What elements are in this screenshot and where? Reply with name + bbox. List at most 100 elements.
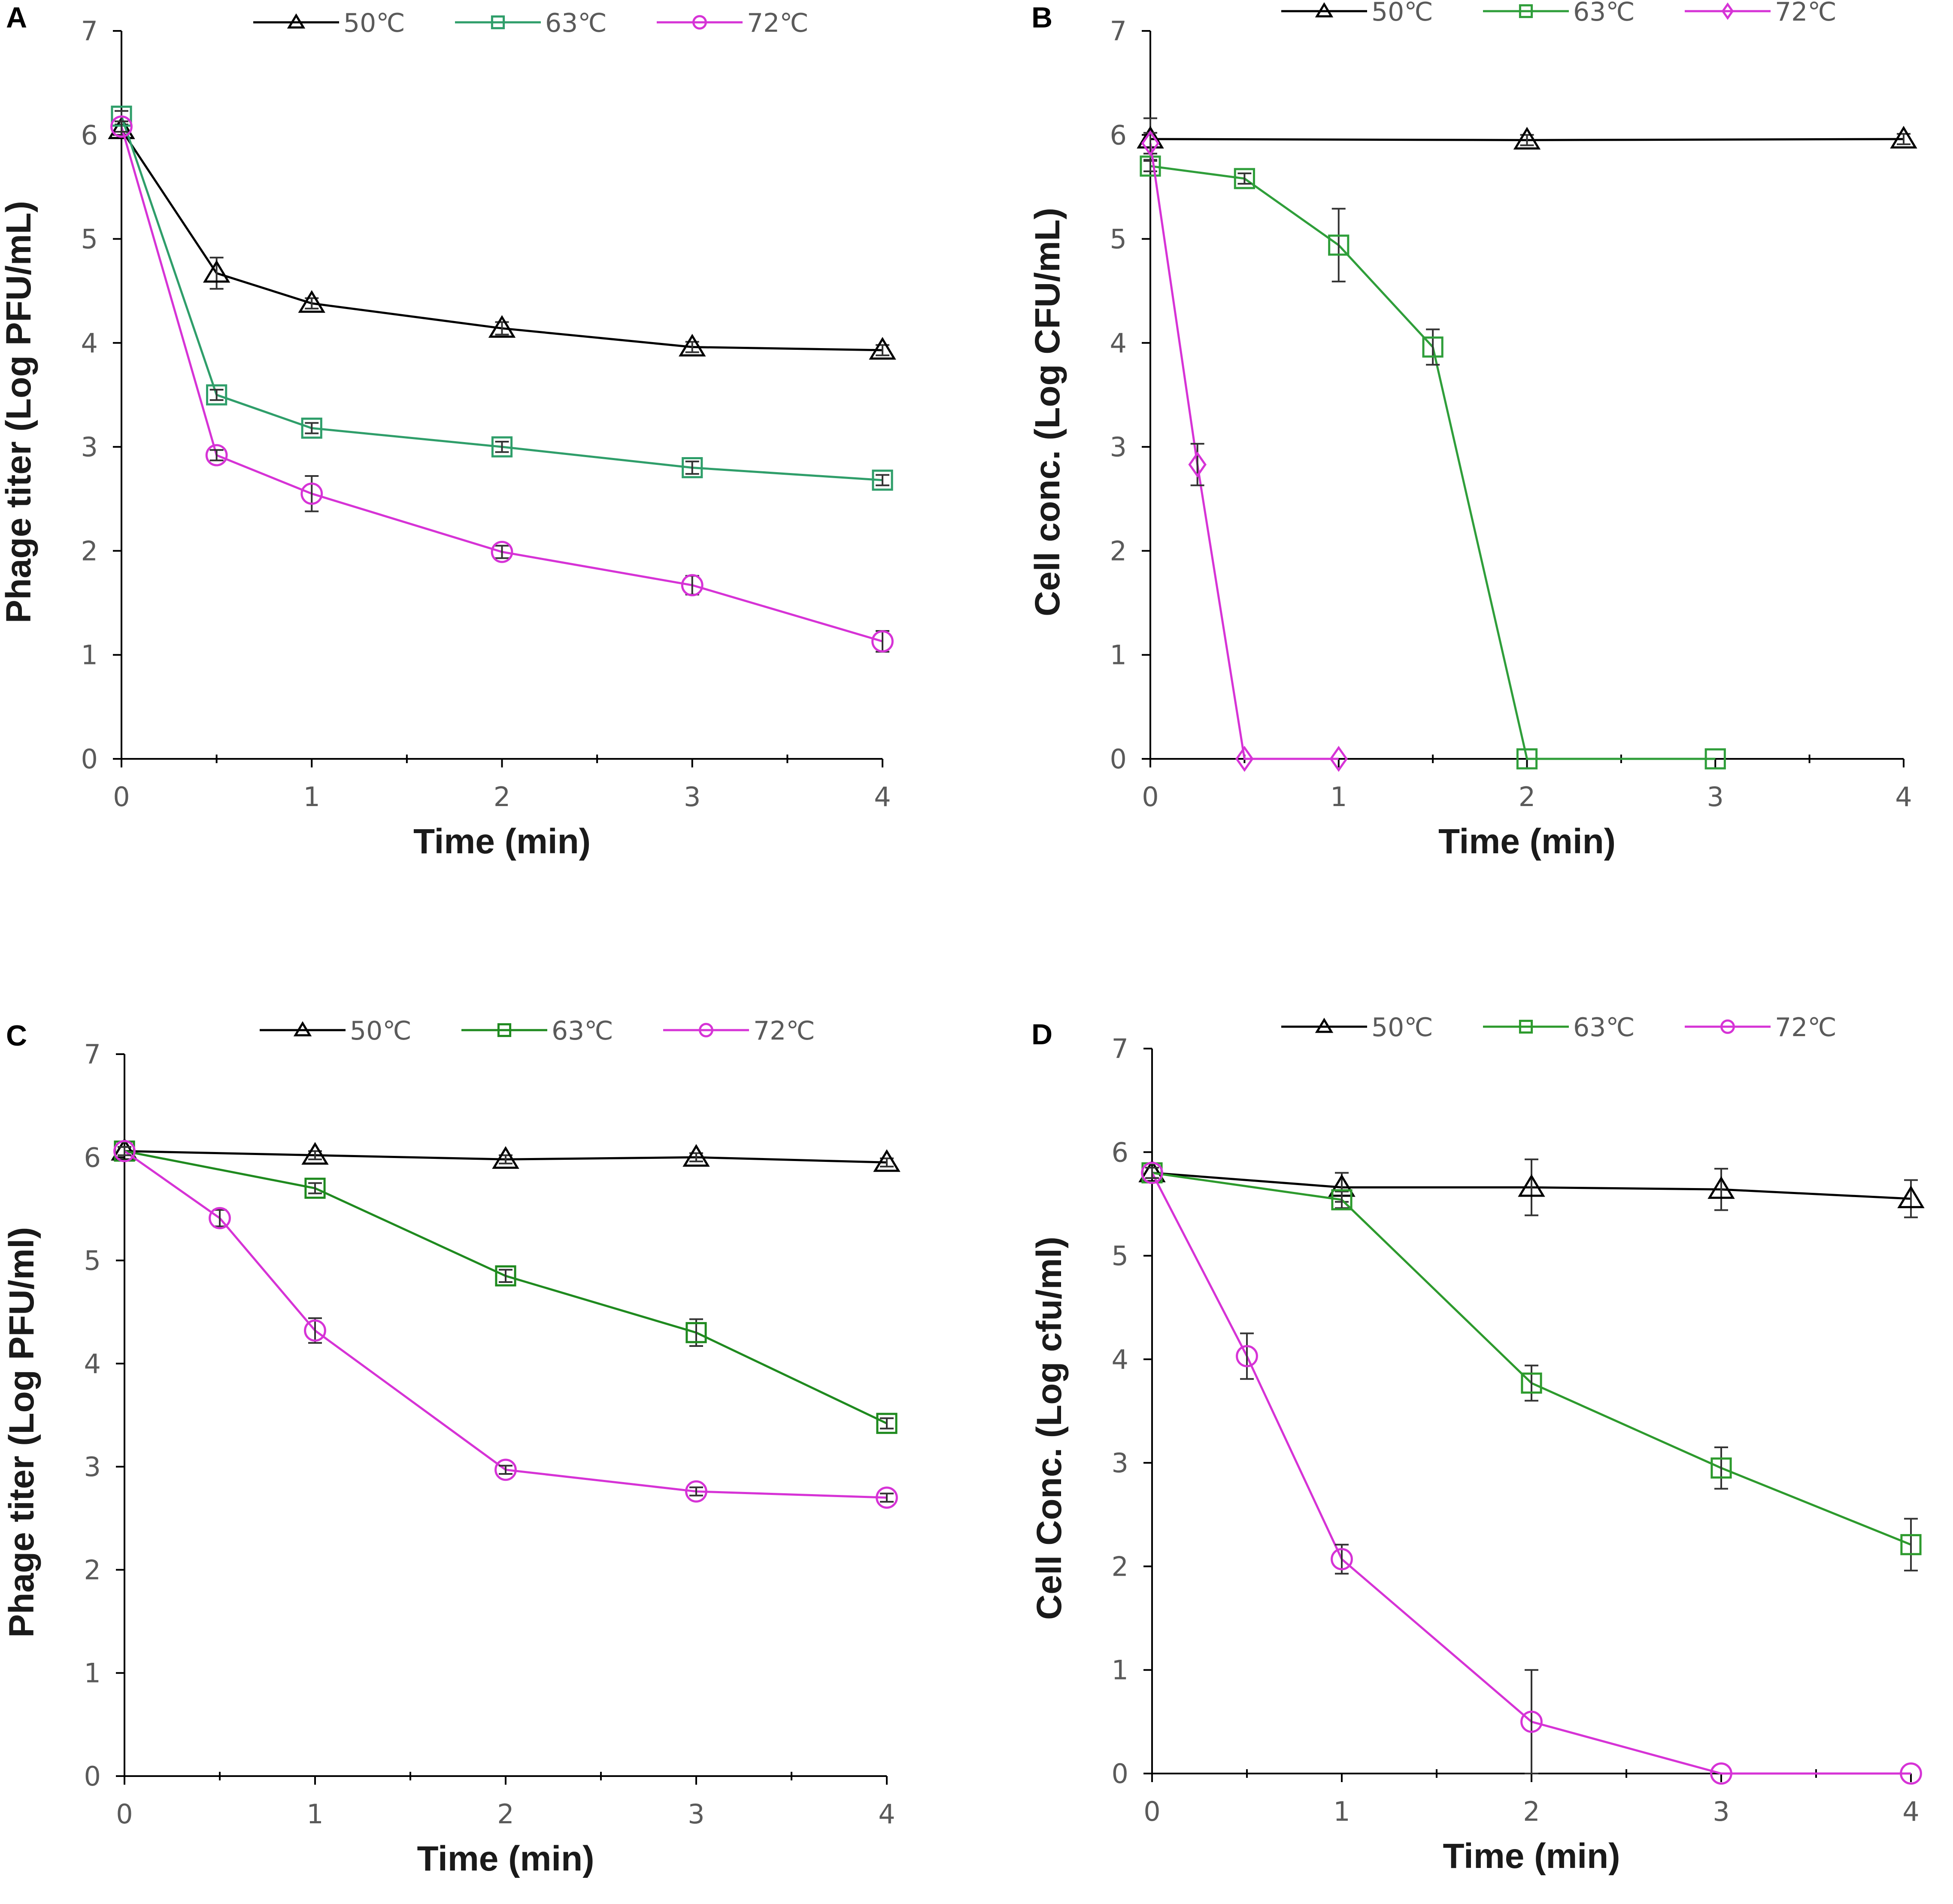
data-point [682,457,703,479]
legend-label: 63℃ [552,1016,613,1046]
legend-marker [1315,2,1334,18]
x-tick-label: 0 [113,781,130,813]
y-tick-label: 4 [84,1348,101,1379]
data-point [1188,451,1207,478]
data-point [1328,234,1350,256]
series-1 [1137,117,1917,161]
legend-label: 50℃ [350,1016,412,1046]
data-point [1236,1345,1258,1367]
x-tick-label: 3 [688,1798,704,1830]
legend: 50℃ 63℃ 72℃ [1281,0,1837,27]
y-tick-label: 3 [81,431,98,463]
data-point [679,334,706,357]
y-tick-label: 7 [84,1039,101,1070]
data-point [1331,1189,1353,1210]
y-tick-label: 2 [81,535,98,567]
legend-label: 63℃ [545,8,607,38]
y-tick-label: 1 [81,640,98,671]
data-point [298,290,325,313]
series-2 [1140,155,1726,770]
y-axis-title: Cell conc. (Log CFU/mL) [1028,208,1067,616]
data-point [1329,746,1348,772]
data-point [1422,336,1444,358]
x-axis-title: Time (min) [413,822,591,861]
x-tick-label: 2 [1523,1796,1540,1827]
y-tick-label: 2 [1112,1551,1128,1582]
x-tick-label: 1 [1333,1796,1350,1827]
legend-label: 50℃ [343,8,405,38]
y-tick-label: 2 [84,1554,101,1586]
data-point [205,444,228,467]
y-tick-label: 3 [1110,431,1127,463]
data-point [301,1142,329,1165]
data-point [1138,1159,1166,1182]
series-line [120,115,883,482]
data-point [203,260,230,283]
y-tick-label: 3 [1112,1447,1128,1479]
data-point [1516,748,1538,770]
data-point [682,1144,710,1167]
chart-panel-a: A 0 1 2 3 4 5 6 7 0 1 2 3 4 Time (min) Phage titer (Log… [0,1,896,861]
y-tick-label: 0 [1110,743,1127,775]
legend-label: 63℃ [1573,1013,1635,1043]
x-axis-title: Time (min) [417,1839,594,1878]
data-point [491,436,513,458]
data-point [1234,168,1255,189]
data-point [492,1146,519,1169]
x-tick-label: 4 [1902,1796,1919,1827]
legend-marker [1721,2,1734,20]
legend-label: 72℃ [747,8,809,38]
y-tick-label: 5 [84,1245,101,1276]
y-axis-title: Phage titer (Log PFU/mL) [0,201,38,623]
x-tick-label: 3 [1713,1796,1729,1827]
data-point [1141,130,1160,157]
series-3 [1141,130,1348,772]
legend-marker [287,13,306,29]
legend-label: 63℃ [1573,0,1635,27]
legend-marker [1519,4,1533,18]
data-point [209,1207,231,1229]
data-point [491,540,513,563]
legend-marker [497,1023,512,1037]
y-tick-label: 4 [1110,327,1127,359]
data-point [494,1458,517,1481]
y-tick-label: 7 [1110,15,1127,47]
legend-marker [1315,1018,1334,1033]
data-point [1331,1548,1353,1570]
series-3 [1141,1161,1922,1785]
x-tick-label: 3 [1707,781,1724,813]
legend-label: 72℃ [1775,0,1837,27]
panel-label: A [6,1,27,34]
data-point [206,384,227,406]
series-line [124,1150,887,1499]
series-line [1150,165,1716,760]
y-axis-title: Cell Conc. (Log cfu/ml) [1030,1237,1069,1620]
x-tick-label: 1 [303,781,320,813]
x-tick-label: 4 [874,781,891,813]
series-line [1151,1172,1911,1775]
data-point [301,417,322,439]
x-tick-label: 0 [1143,1796,1160,1827]
y-tick-label: 6 [84,1142,101,1173]
series-line [120,126,883,643]
data-point [872,470,893,491]
y-tick-label: 5 [1110,224,1127,255]
data-point [113,1140,136,1162]
data-point [1897,1185,1925,1208]
data-point [1900,1534,1922,1555]
y-tick-label: 4 [1112,1344,1128,1375]
data-point [1710,1457,1732,1479]
panel-label: C [6,1019,27,1052]
x-tick-label: 0 [116,1798,133,1830]
x-axis-title: Time (min) [1443,1837,1620,1876]
legend: 50℃ 63℃ 72℃ [1281,1013,1837,1043]
chart-panel-c: C 0 1 2 3 4 5 6 7 0 1 2 3 4 Time (min) Phage titer (Log… [2,1016,901,1878]
y-tick-label: 0 [81,743,98,775]
y-tick-label: 6 [81,119,98,151]
data-point [108,116,135,139]
legend-label: 72℃ [753,1016,815,1046]
y-tick-label: 1 [84,1658,101,1689]
legend: 50℃ 63℃ 72℃ [260,1016,815,1046]
legend-label: 50℃ [1371,0,1433,27]
chart-panel-d: D 0 1 2 3 4 5 6 7 0 1 2 3 4 Time (min) Cell Conc. (Log … [1030,1013,1925,1876]
